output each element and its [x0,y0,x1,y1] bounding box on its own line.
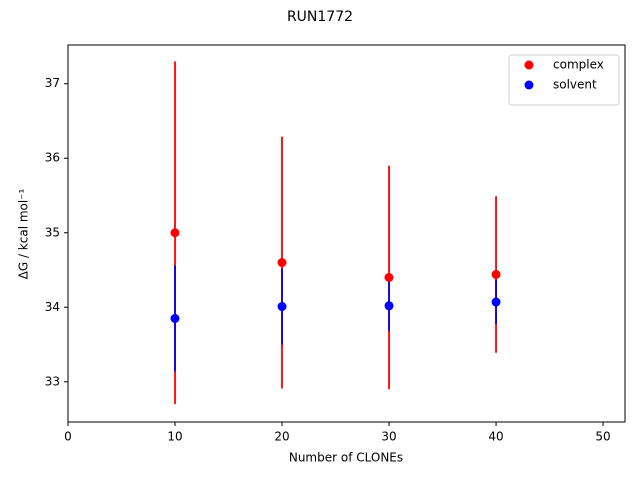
data-point [384,301,394,311]
data-point [170,313,180,323]
y-tick-label: 34 [45,300,60,314]
x-tick-label: 20 [274,430,289,444]
x-tick-label: 50 [595,430,610,444]
y-tick-label: 33 [45,374,60,388]
data-point [384,272,394,282]
legend-box [508,54,620,106]
legend-marker [524,60,534,70]
legend-label: solvent [553,78,597,92]
data-point [491,269,501,279]
x-tick-label: 30 [381,430,396,444]
plot-frame [67,44,626,423]
x-tick-label: 0 [64,430,72,444]
data-point [277,258,287,268]
y-axis-label: ΔG / kcal mol⁻¹ [17,188,31,279]
chart-title: RUN1772 [287,9,353,25]
y-tick-label: 37 [45,76,60,90]
x-tick-label: 10 [167,430,182,444]
x-tick-label: 40 [488,430,503,444]
legend-marker [524,80,534,90]
data-point [277,302,287,312]
legend: complex solvent [508,54,620,106]
y-tick-label: 35 [45,225,60,239]
y-tick-label: 36 [45,151,60,165]
x-axis-label: Number of CLONEs [289,451,403,465]
data-point [491,297,501,307]
data-point [170,228,180,238]
legend-label: complex [553,58,604,72]
